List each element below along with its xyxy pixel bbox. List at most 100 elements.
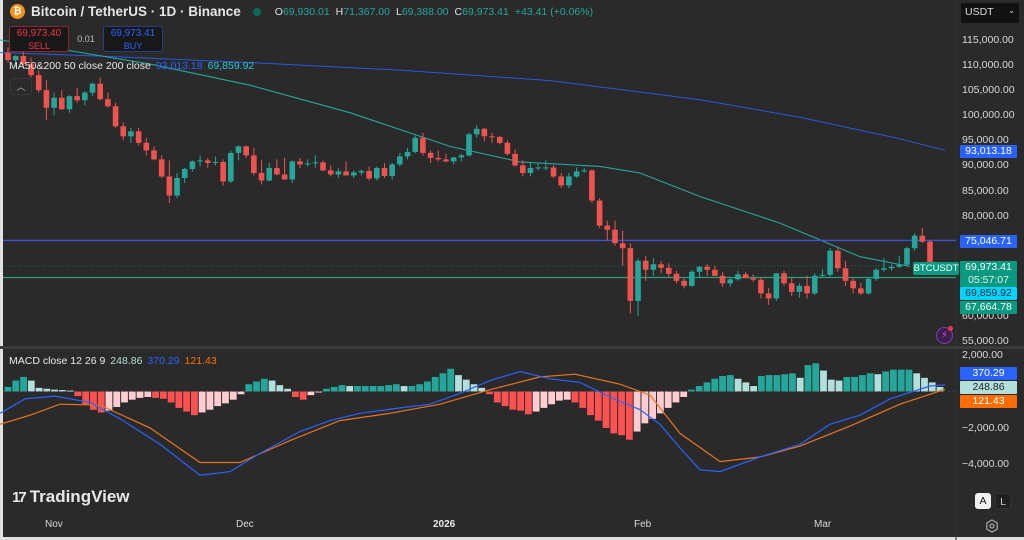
macd-hist-bar bbox=[641, 391, 649, 424]
candle bbox=[796, 283, 803, 298]
hline-price-tag: 75,046.71 bbox=[960, 235, 1017, 248]
ma50-price-tag: 69,859.92 bbox=[960, 287, 1017, 300]
candle bbox=[212, 156, 219, 166]
candle bbox=[458, 153, 465, 162]
sell-button[interactable]: 69,973.40 SELL bbox=[9, 26, 69, 52]
macd-hist-bar bbox=[890, 369, 897, 392]
macd-axis-tick: −4,000.00 bbox=[962, 458, 1010, 470]
macd-hist-bar bbox=[633, 391, 641, 432]
candle bbox=[858, 282, 864, 295]
price-axis-tick: 55,000.00 bbox=[962, 335, 1009, 348]
macd-hist-bar bbox=[874, 374, 882, 392]
candle bbox=[97, 77, 103, 101]
macd-hist-bar bbox=[58, 390, 66, 392]
candle bbox=[581, 167, 588, 173]
macd-hist-bar bbox=[851, 376, 858, 392]
time-axis-label: Feb bbox=[634, 519, 652, 530]
macd-hist-bar bbox=[509, 391, 517, 410]
candle bbox=[719, 271, 726, 287]
ma-legend[interactable]: MA50&200 50 close 200 close 93,013.18 69… bbox=[9, 60, 254, 72]
candle bbox=[573, 167, 580, 178]
macd-hist-bar bbox=[571, 391, 579, 403]
candle bbox=[504, 140, 511, 156]
macd-hist-bar bbox=[377, 386, 385, 392]
macd-legend[interactable]: MACD close 12 26 9 248.86 370.29 121.43 bbox=[9, 355, 217, 367]
macd-hist-bar bbox=[392, 384, 400, 392]
collapse-legend-button[interactable]: ︿ bbox=[10, 78, 32, 95]
candle bbox=[496, 136, 503, 145]
candle bbox=[143, 137, 150, 156]
flash-icon[interactable]: ⚡ bbox=[936, 327, 953, 344]
macd-hist-bar bbox=[789, 373, 796, 392]
macd-hist-bar bbox=[493, 391, 501, 403]
candle bbox=[712, 265, 718, 276]
candle bbox=[827, 248, 833, 277]
macd-hist-bar bbox=[726, 375, 734, 392]
symbol-title[interactable]: Bitcoin / TetherUS · 1D · Binance bbox=[31, 4, 241, 19]
candle bbox=[20, 50, 27, 66]
candle bbox=[297, 157, 303, 168]
currency-select[interactable]: USDT ⌄ bbox=[961, 3, 1019, 23]
buy-price: 69,973.41 bbox=[110, 28, 156, 39]
settings-icon[interactable] bbox=[985, 519, 999, 533]
candle bbox=[543, 160, 549, 171]
macd-signal-tag: 121.43 bbox=[960, 395, 1017, 408]
candle bbox=[535, 162, 541, 171]
bitcoin-icon: ₿ bbox=[10, 4, 25, 19]
macd-hist-bar bbox=[291, 391, 299, 397]
candle bbox=[842, 260, 849, 286]
macd-hist-bar bbox=[113, 391, 121, 407]
ma200-price-tag: 93,013.18 bbox=[960, 145, 1017, 158]
macd-hist-bar bbox=[43, 388, 51, 392]
macd-hist-bar bbox=[299, 391, 307, 400]
macd-hist-bar bbox=[354, 386, 361, 392]
candle bbox=[689, 269, 695, 287]
candle bbox=[43, 80, 50, 121]
buy-button[interactable]: 69,973.41 BUY bbox=[103, 26, 163, 52]
ohlc-values: O69,930.01 H71,367.00 L69,388.00 C69,973… bbox=[275, 6, 593, 18]
macd-hist-bar bbox=[260, 378, 268, 392]
log-scale-button[interactable]: L bbox=[995, 493, 1011, 509]
time-axis-label: Nov bbox=[45, 519, 63, 530]
chevron-up-icon: ︿ bbox=[16, 82, 26, 92]
candle bbox=[327, 165, 334, 177]
candle bbox=[443, 153, 449, 163]
macd-hist-bar bbox=[183, 391, 191, 412]
macd-signal-value: 121.43 bbox=[184, 355, 217, 367]
macd-hist-bar bbox=[602, 391, 610, 428]
candle bbox=[850, 278, 856, 294]
pane-divider[interactable] bbox=[0, 346, 1024, 349]
candle bbox=[819, 269, 826, 278]
close-value: 69,973.41 bbox=[462, 5, 509, 18]
macd-hist-bar bbox=[649, 391, 657, 419]
candle bbox=[873, 268, 880, 281]
auto-scale-button[interactable]: A bbox=[975, 493, 991, 509]
macd-hist-bar bbox=[198, 391, 206, 413]
candle bbox=[404, 147, 411, 160]
candle bbox=[28, 57, 34, 78]
macd-line-tag: 370.29 bbox=[960, 367, 1017, 380]
candle bbox=[82, 91, 88, 106]
macd-hist-bar bbox=[105, 391, 113, 411]
macd-hist-bar bbox=[812, 363, 820, 392]
trade-buttons: 69,973.40 SELL 0.01 69,973.41 BUY bbox=[9, 26, 163, 52]
macd-hist-bar bbox=[222, 391, 229, 404]
candle bbox=[550, 165, 557, 178]
macd-line bbox=[0, 370, 946, 476]
price-axis-tick: 110,000.00 bbox=[962, 59, 1014, 72]
macd-hist-bar bbox=[431, 376, 439, 392]
macd-hist-bar bbox=[827, 379, 835, 392]
low-value: 69,388.00 bbox=[401, 5, 449, 18]
macd-hist-bar bbox=[12, 380, 20, 392]
macd-hist-bar bbox=[695, 386, 703, 392]
macd-hist-bar bbox=[408, 386, 416, 392]
macd-hist-bar bbox=[680, 391, 688, 397]
open-value: 69,930.01 bbox=[282, 5, 330, 18]
macd-hist-bar bbox=[338, 385, 346, 392]
tradingview-logo[interactable]: 17 TradingView bbox=[12, 487, 130, 507]
macd-hist-bar bbox=[711, 378, 719, 392]
macd-hist-bar bbox=[385, 385, 392, 392]
candle bbox=[389, 162, 395, 180]
candle bbox=[489, 132, 495, 143]
